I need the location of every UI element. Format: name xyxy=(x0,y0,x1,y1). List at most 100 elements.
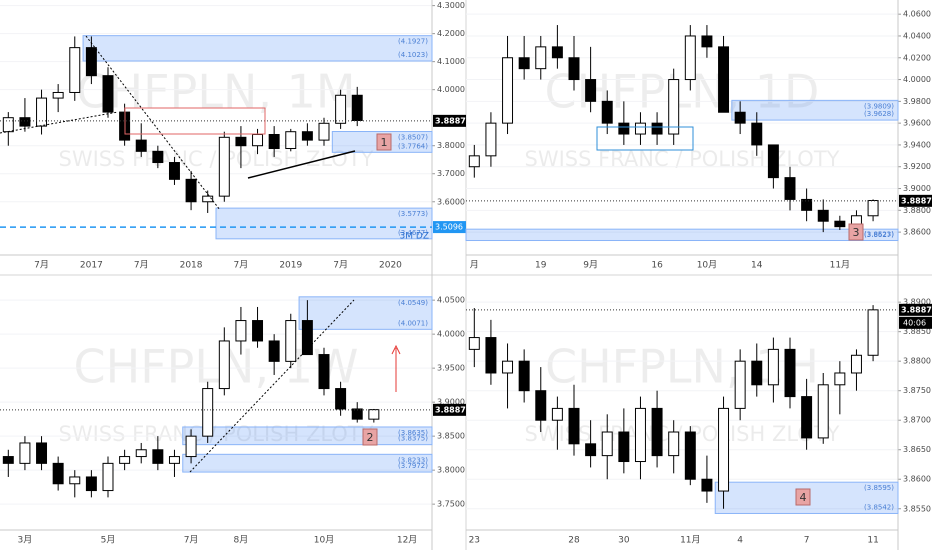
candle-body xyxy=(301,320,313,356)
x-tick-label: 14 xyxy=(751,261,763,271)
y-tick-label: 3.8800 xyxy=(903,357,931,366)
zone-label: (3.8233) xyxy=(398,456,428,464)
zone xyxy=(82,35,433,62)
y-tick-label: 3.6000 xyxy=(437,197,465,206)
candle-body xyxy=(801,396,813,439)
candle-body xyxy=(701,35,713,48)
red-box xyxy=(124,107,266,135)
candle-body xyxy=(168,162,180,180)
zone-label: (4.0071) xyxy=(398,319,428,327)
y-tick-label: 4.2000 xyxy=(437,29,465,38)
zone xyxy=(182,426,433,446)
last-price-box xyxy=(433,114,466,127)
zone-label: (3.9809) xyxy=(864,102,894,110)
candle-body xyxy=(801,198,813,211)
candle-body xyxy=(834,372,846,386)
y-tick-label: 3.8750 xyxy=(903,386,931,395)
candle-body xyxy=(119,456,131,464)
candle-body xyxy=(701,478,713,492)
y-tick-label: 3.9400 xyxy=(903,140,931,149)
candle-body xyxy=(734,360,746,409)
candle-body xyxy=(268,134,280,150)
y-tick-label: 4.1000 xyxy=(437,57,465,66)
candle-body xyxy=(69,476,81,485)
candle-body xyxy=(19,442,31,464)
candle-body xyxy=(651,122,663,135)
candle-body xyxy=(634,407,646,463)
y-tick-label: 3.9500 xyxy=(437,364,465,373)
candle-body xyxy=(468,337,480,350)
candle-body xyxy=(168,456,180,464)
candle-body xyxy=(285,320,297,362)
candle-body xyxy=(19,117,31,127)
x-tick-label: 2020 xyxy=(379,261,402,271)
candle-body xyxy=(351,408,363,420)
zone-label: (3.8627) xyxy=(864,231,894,239)
candle-body xyxy=(734,111,746,124)
y-tick-label: 3.8550 xyxy=(903,504,931,513)
candle-body xyxy=(601,100,613,124)
candle-body xyxy=(185,178,197,203)
x-tick-label: 11月 xyxy=(680,535,700,546)
last-price-label: 3.8887 xyxy=(901,196,932,205)
x-tick-label: 3月 xyxy=(18,535,33,546)
candle-body xyxy=(867,200,879,217)
candle-body xyxy=(834,220,846,228)
x-tick-label: 7月 xyxy=(234,260,249,271)
x-tick-label: 11月 xyxy=(830,260,850,271)
candle-body xyxy=(252,320,264,342)
marker-box xyxy=(795,488,811,506)
y-tick-label: 4.0000 xyxy=(903,75,931,84)
candle-body xyxy=(568,57,580,81)
candle-body xyxy=(152,449,164,464)
y-tick-label: 3.8600 xyxy=(903,475,931,484)
zone-label: (4.0549) xyxy=(398,299,428,307)
candle-body xyxy=(2,456,14,464)
y-tick-label: 4.0000 xyxy=(437,330,465,339)
candle-body xyxy=(218,136,230,197)
zone-label: (3.7764) xyxy=(398,142,428,150)
candle-body xyxy=(52,91,64,99)
candle-body xyxy=(335,94,347,124)
zone-label: (4.1023) xyxy=(398,51,428,59)
zone-label: (3.8523) xyxy=(864,231,894,239)
last-price-label: 3.8887 xyxy=(901,305,932,314)
y-tick-label: 4.3000 xyxy=(437,1,465,10)
y-tick-label: 4.0000 xyxy=(437,85,465,94)
zone-label: (3.9628) xyxy=(864,110,894,118)
marker-label: 1 xyxy=(381,136,388,149)
candle-body xyxy=(152,150,164,164)
x-tick-label: 7月 xyxy=(333,260,348,271)
candle-body xyxy=(751,122,763,146)
x-tick-label: 7月 xyxy=(184,535,199,546)
zone-label: (3.4677) xyxy=(398,229,428,237)
y-tick-label: 4.0400 xyxy=(903,31,931,40)
marker-box xyxy=(362,428,378,446)
trend-line xyxy=(247,150,356,179)
candle-body xyxy=(684,431,696,480)
zone-label: (3.8375) xyxy=(398,435,428,443)
candle-body xyxy=(817,384,829,439)
y-tick-label: 3.8850 xyxy=(903,327,931,336)
candle-body xyxy=(252,134,264,147)
x-tick-label: 7月 xyxy=(34,260,49,271)
zone-label: (3.5773) xyxy=(398,210,428,218)
y-tick-label: 3.8500 xyxy=(437,432,465,441)
candle-body xyxy=(718,407,730,492)
x-tick-label: 9月 xyxy=(583,260,598,271)
last-price-box xyxy=(899,194,932,207)
candle-body xyxy=(235,320,247,342)
candle-body xyxy=(351,94,363,121)
candle-body xyxy=(684,35,696,81)
watermark-subtitle: SWISS FRANC / POLISH ZLOTY xyxy=(58,422,373,446)
y-tick-label: 3.8700 xyxy=(903,416,931,425)
candle-body xyxy=(335,388,347,410)
candle-body xyxy=(485,122,497,157)
last-price-box xyxy=(899,303,932,316)
y-tick-label: 3.9800 xyxy=(903,97,931,106)
candle-body xyxy=(518,57,530,70)
dz-price-label: 3.5096 xyxy=(435,223,463,232)
watermark-subtitle: SWISS FRANC / POLISH ZLOTY xyxy=(524,147,839,171)
arrow-head xyxy=(391,344,401,355)
candle-body xyxy=(535,46,547,70)
